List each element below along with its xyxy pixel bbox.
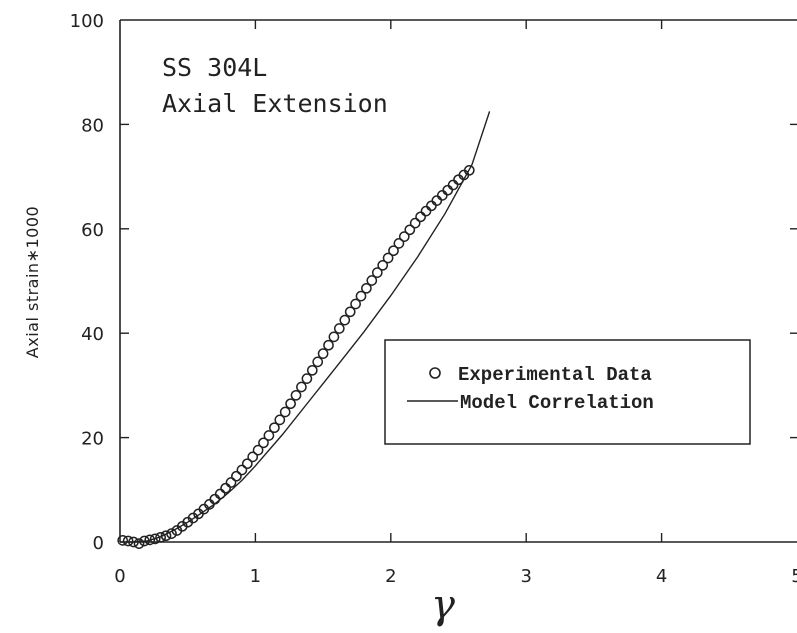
experimental-point (166, 528, 177, 539)
experimental-point (122, 535, 134, 547)
experimental-point (301, 373, 313, 384)
x-tick-label: 3 (520, 566, 531, 587)
experimental-point (252, 444, 264, 456)
experimental-point (144, 534, 156, 546)
legend-box (384, 339, 751, 445)
experimental-point (339, 314, 351, 326)
experimental-point (344, 306, 356, 318)
experimental-point (220, 482, 231, 494)
experimental-point (306, 364, 318, 376)
experimental-point (285, 398, 296, 410)
experimental-point (231, 470, 242, 482)
experimental-point (139, 535, 150, 547)
experimental-point (447, 179, 459, 191)
experimental-point (415, 211, 426, 223)
x-tick-label: 0 (114, 566, 125, 587)
experimental-point (279, 406, 291, 418)
annotation-material: SS 304L (162, 53, 267, 82)
experimental-point (420, 205, 432, 217)
y-tick-label: 0 (93, 533, 104, 554)
legend-label-model: Model Correlation (460, 392, 654, 414)
experimental-point (225, 477, 237, 488)
experimental-point (274, 414, 286, 426)
experimental-point (355, 290, 367, 302)
x-tick-label: 5 (791, 566, 797, 587)
annotation-test: Axial Extension (162, 89, 388, 118)
experimental-point (328, 331, 340, 343)
experimental-point (398, 231, 410, 242)
experimental-point (350, 298, 361, 310)
x-tick-label: 2 (385, 566, 396, 587)
experimental-point (258, 437, 269, 449)
experimental-point (371, 267, 383, 278)
x-axis-title: γ (431, 582, 455, 628)
experimental-point (247, 451, 259, 463)
y-tick-label: 60 (81, 220, 104, 241)
experimental-point (323, 339, 334, 351)
experimental-point (388, 245, 399, 257)
experimental-point (117, 535, 129, 546)
experimental-point (160, 530, 172, 542)
experimental-point (312, 356, 324, 368)
legend-label-experimental: Experimental Data (458, 364, 652, 386)
experimental-point (463, 164, 475, 176)
experimental-point (133, 538, 145, 549)
y-tick-label: 20 (81, 429, 104, 450)
experimental-point (128, 536, 139, 548)
experimental-point (241, 458, 253, 470)
experimental-point (361, 282, 372, 294)
experimental-point (269, 422, 280, 434)
experimental-point (409, 217, 421, 229)
x-tick-label: 1 (250, 566, 261, 587)
experimental-point (296, 381, 307, 393)
y-tick-labels: 0 20 40 60 80 100 (70, 11, 104, 554)
x-tick-labels: 0 1 2 3 4 5 (114, 566, 797, 587)
legend: Experimental Data Model Correlation (384, 339, 751, 445)
experimental-point (404, 224, 416, 236)
experimental-point (290, 389, 302, 401)
experimental-point (366, 275, 378, 286)
y-tick-label: 100 (70, 11, 104, 32)
experimental-point (377, 259, 389, 271)
y-axis-title: Axial strain∗1000 (23, 206, 42, 358)
experimental-point (382, 252, 394, 264)
experimental-point (333, 323, 345, 334)
experimental-point (236, 464, 248, 476)
series-layer (117, 111, 491, 549)
experimental-point (214, 488, 226, 500)
y-tick-label: 40 (81, 324, 104, 345)
experimental-point (263, 430, 275, 441)
y-tick-label: 80 (81, 115, 104, 136)
experimental-point (149, 533, 161, 545)
experimental-point (155, 531, 166, 543)
experimental-point (393, 238, 405, 249)
plot-frame (119, 19, 797, 543)
axis-ticks (120, 20, 797, 542)
model-correlation-line (120, 111, 491, 543)
legend-marker-experimental (429, 367, 441, 379)
x-tick-label: 4 (656, 566, 667, 587)
experimental-point (317, 348, 329, 359)
